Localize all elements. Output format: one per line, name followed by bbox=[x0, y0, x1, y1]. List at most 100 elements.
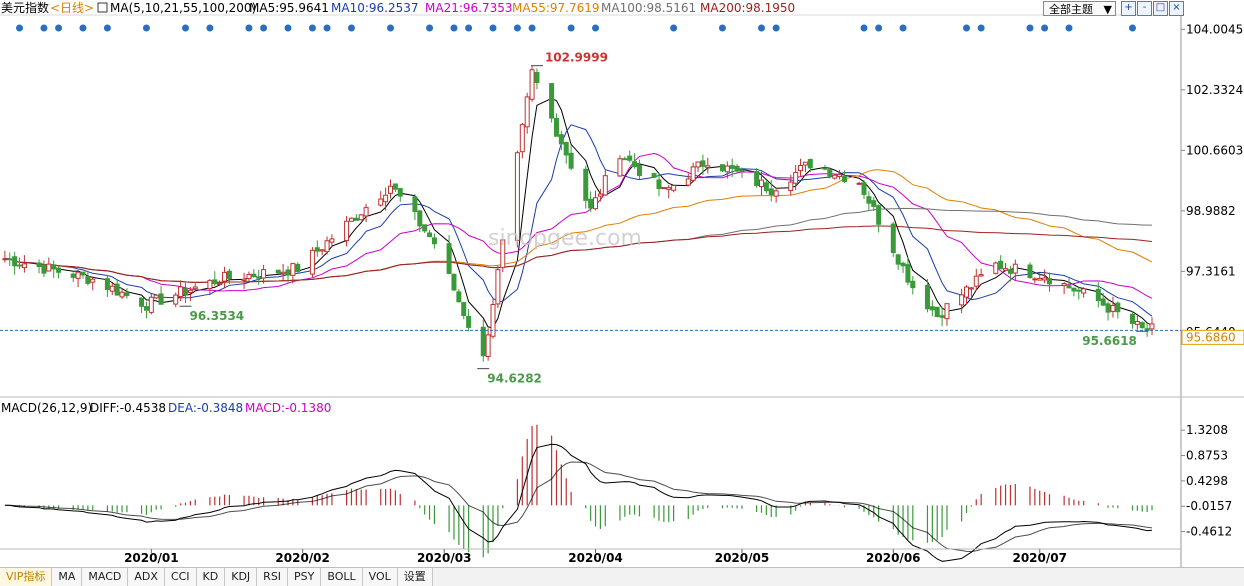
signal-dot bbox=[592, 24, 600, 32]
ma-params: MA(5,10,21,55,100,200) bbox=[110, 1, 256, 15]
candle-body bbox=[212, 279, 218, 285]
macd-tick-label: 0.4298 bbox=[1186, 474, 1228, 488]
macd-params: MACD(26,12,9) bbox=[1, 401, 92, 415]
candle-body bbox=[1066, 285, 1072, 289]
candle-body bbox=[719, 164, 725, 172]
candle-body bbox=[651, 173, 657, 178]
candle-body bbox=[178, 286, 184, 298]
candle-body bbox=[329, 238, 335, 243]
candle-body bbox=[104, 278, 110, 290]
ma-line-ma5 bbox=[4, 97, 1153, 329]
candle-body bbox=[602, 175, 608, 196]
tab-kdj[interactable]: KDJ bbox=[225, 568, 258, 586]
fullscreen-button[interactable]: □ bbox=[1153, 1, 1168, 16]
candle-body bbox=[529, 69, 535, 100]
candle-body bbox=[656, 179, 662, 189]
signal-dot bbox=[513, 24, 521, 32]
theme-select[interactable]: 全部主题 ▼ bbox=[1043, 1, 1116, 16]
candle-body bbox=[998, 260, 1004, 270]
candle-body bbox=[1003, 268, 1009, 271]
tab-boll[interactable]: BOLL bbox=[321, 568, 363, 586]
candle-body bbox=[1027, 264, 1033, 279]
candle-body bbox=[461, 302, 467, 316]
candle-body bbox=[690, 166, 696, 181]
tab-settings[interactable]: 设置 bbox=[397, 568, 433, 586]
signal-dot bbox=[260, 24, 268, 32]
candle-body bbox=[353, 217, 359, 221]
candle-body bbox=[807, 159, 813, 169]
candle-body bbox=[241, 278, 247, 282]
candle-body bbox=[754, 171, 760, 186]
tab-psy[interactable]: PSY bbox=[288, 568, 322, 586]
candle-body bbox=[993, 262, 999, 274]
tab-macd[interactable]: MACD bbox=[82, 568, 129, 586]
price-tick-label: 102.3324 bbox=[1186, 83, 1243, 97]
candle-body bbox=[456, 291, 462, 303]
candle-body bbox=[153, 294, 159, 299]
ma-toggle-icon[interactable] bbox=[97, 2, 108, 13]
candle-body bbox=[685, 178, 691, 186]
candle-body bbox=[1037, 277, 1043, 281]
candle-body bbox=[173, 294, 179, 305]
candle-body bbox=[832, 174, 838, 179]
ma-legend-ma200: MA200:98.1950 bbox=[700, 1, 795, 15]
candle-body bbox=[495, 269, 501, 305]
signal-dot bbox=[426, 24, 434, 32]
current-price-marker: 95.6860 bbox=[0, 329, 1244, 345]
candle-body bbox=[597, 193, 603, 197]
candle-body bbox=[1061, 283, 1067, 286]
candle-body bbox=[866, 196, 872, 204]
chevron-down-icon: ▼ bbox=[1103, 3, 1112, 16]
signal-dot bbox=[245, 24, 253, 32]
candle-body bbox=[21, 263, 27, 269]
signal-dot bbox=[1041, 24, 1049, 32]
period-label[interactable]: <日线> bbox=[50, 1, 94, 15]
indicator-tabs: VIP指标 MA MACD ADX CCI KD KDJ RSI PSY BOL… bbox=[0, 567, 1244, 586]
candle-body bbox=[143, 306, 149, 311]
candle-body bbox=[793, 171, 799, 184]
candle-body bbox=[1007, 269, 1013, 274]
candle-body bbox=[75, 271, 81, 279]
tab-cci[interactable]: CCI bbox=[164, 568, 197, 586]
candle-body bbox=[324, 240, 330, 253]
candle-body bbox=[627, 155, 633, 161]
close-icon[interactable]: × bbox=[1169, 1, 1184, 16]
candle-body bbox=[549, 83, 555, 119]
tab-vol[interactable]: VOL bbox=[362, 568, 398, 586]
price-tick-label: 100.6603 bbox=[1186, 143, 1243, 157]
signal-dot bbox=[450, 24, 458, 32]
tab-ma[interactable]: MA bbox=[52, 568, 83, 586]
candle-body bbox=[934, 306, 940, 317]
candle-body bbox=[485, 334, 491, 358]
candle-body bbox=[344, 220, 350, 241]
candle-body bbox=[285, 269, 291, 276]
annotation-label: 95.6618 bbox=[1082, 334, 1137, 348]
zoom-out-button[interactable]: - bbox=[1137, 1, 1152, 16]
candle-body bbox=[661, 187, 667, 190]
tab-vip[interactable]: VIP指标 bbox=[0, 568, 53, 586]
annotation-label: 96.3534 bbox=[189, 309, 244, 323]
candle-body bbox=[768, 188, 774, 196]
candle-body bbox=[1110, 305, 1116, 312]
candle-body bbox=[553, 117, 559, 137]
tab-rsi[interactable]: RSI bbox=[257, 568, 289, 586]
candle-body bbox=[758, 179, 764, 187]
signal-dot bbox=[181, 24, 189, 32]
candle-body bbox=[558, 134, 564, 145]
candle-body bbox=[588, 198, 594, 209]
candle-body bbox=[251, 273, 257, 278]
candle-body bbox=[1105, 303, 1111, 313]
zoom-in-button[interactable]: + bbox=[1121, 1, 1136, 16]
candle-body bbox=[876, 205, 882, 225]
tab-kd[interactable]: KD bbox=[196, 568, 226, 586]
macd-legend: MACD(26,12,9) DIFF:-0.4538 DEA:-0.3848 M… bbox=[1, 401, 331, 415]
ma-legend-ma10: MA10:96.2537 bbox=[331, 1, 419, 15]
candle-body bbox=[1139, 322, 1145, 329]
tab-adx[interactable]: ADX bbox=[128, 568, 165, 586]
candle-body bbox=[500, 239, 506, 269]
candle-body bbox=[466, 315, 472, 328]
ma-legend-ma100: MA100:98.5161 bbox=[601, 1, 696, 15]
signal-dot bbox=[79, 24, 87, 32]
symbol-name: 美元指数 bbox=[1, 0, 49, 15]
